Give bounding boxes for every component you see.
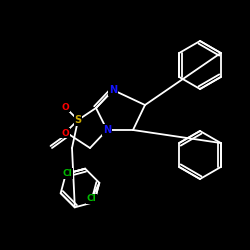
- Text: Cl: Cl: [86, 194, 96, 203]
- Text: N: N: [103, 125, 111, 135]
- Text: Cl: Cl: [62, 169, 72, 178]
- Text: S: S: [74, 115, 82, 125]
- Text: O: O: [61, 128, 69, 138]
- Text: O: O: [61, 102, 69, 112]
- Text: N: N: [109, 85, 117, 95]
